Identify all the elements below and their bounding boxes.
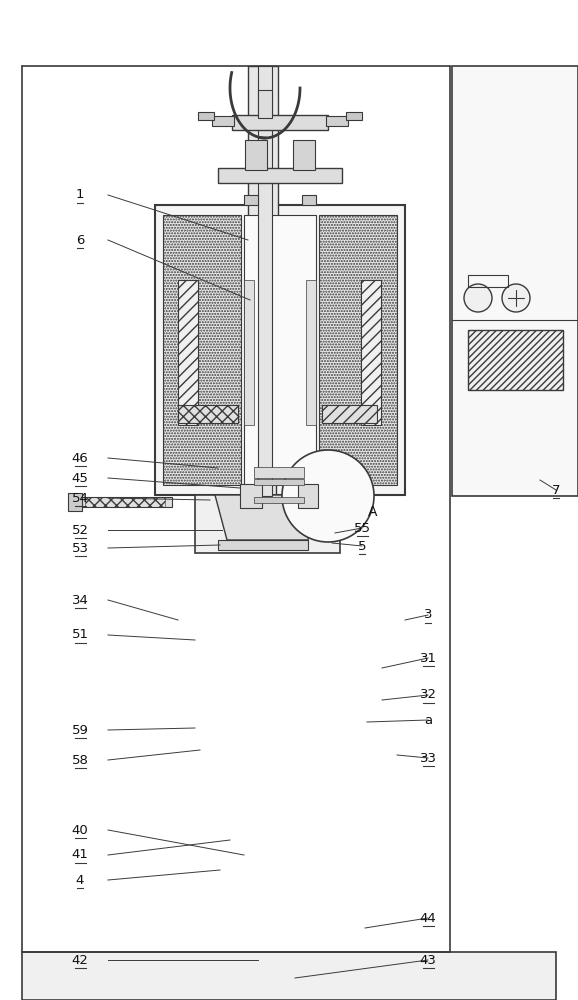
Bar	[258, 66, 272, 496]
Bar	[254, 497, 304, 503]
Bar	[254, 479, 304, 485]
Bar	[322, 405, 377, 423]
Text: 59: 59	[72, 724, 88, 736]
Text: 44: 44	[420, 912, 436, 924]
Bar	[244, 195, 258, 205]
Bar	[245, 140, 267, 170]
Bar	[319, 215, 397, 485]
Bar	[293, 140, 315, 170]
Bar	[252, 265, 276, 495]
Bar	[163, 215, 241, 485]
Text: 45: 45	[72, 472, 88, 485]
Bar	[346, 112, 362, 120]
Text: A: A	[368, 505, 378, 519]
Bar	[212, 116, 234, 126]
Text: 32: 32	[420, 688, 436, 702]
Bar	[244, 280, 254, 425]
Text: 42: 42	[72, 954, 88, 966]
Bar	[178, 405, 238, 423]
Bar	[254, 467, 304, 478]
Text: 5: 5	[358, 540, 366, 552]
Text: 53: 53	[72, 542, 88, 554]
Bar	[68, 493, 82, 511]
Bar	[452, 66, 578, 496]
Bar	[232, 115, 328, 130]
Text: 58: 58	[72, 754, 88, 766]
Circle shape	[502, 284, 530, 312]
Bar	[198, 112, 214, 120]
Bar	[195, 495, 340, 553]
Text: 1: 1	[76, 188, 84, 202]
Bar	[244, 215, 316, 485]
Bar	[218, 168, 342, 183]
Polygon shape	[215, 495, 320, 540]
Bar	[155, 205, 405, 495]
Text: 31: 31	[420, 652, 436, 664]
Text: 46: 46	[72, 452, 88, 464]
Bar	[248, 66, 278, 266]
Text: 40: 40	[72, 824, 88, 836]
Bar	[240, 484, 262, 508]
Text: 41: 41	[72, 848, 88, 861]
Text: 33: 33	[420, 752, 436, 764]
Bar	[468, 330, 563, 390]
Bar	[361, 280, 381, 425]
Circle shape	[464, 284, 492, 312]
Text: 55: 55	[354, 522, 370, 534]
Text: a: a	[424, 714, 432, 726]
Bar	[85, 497, 165, 507]
Bar	[306, 280, 316, 425]
Bar	[326, 116, 348, 126]
Text: 4: 4	[76, 874, 84, 886]
Text: 43: 43	[420, 954, 436, 966]
Bar	[80, 497, 172, 507]
Text: 6: 6	[76, 233, 84, 246]
Text: 51: 51	[72, 629, 88, 642]
Text: 3: 3	[424, 608, 432, 621]
Text: 52: 52	[72, 524, 88, 536]
Bar	[178, 280, 198, 425]
Text: 54: 54	[72, 491, 88, 504]
Bar	[218, 540, 308, 550]
Bar	[302, 195, 316, 205]
Text: 7: 7	[552, 484, 560, 496]
Text: 34: 34	[72, 593, 88, 606]
Bar	[22, 952, 556, 1000]
Bar	[468, 275, 508, 287]
Circle shape	[282, 450, 374, 542]
Bar	[298, 484, 318, 508]
Bar	[258, 90, 272, 118]
